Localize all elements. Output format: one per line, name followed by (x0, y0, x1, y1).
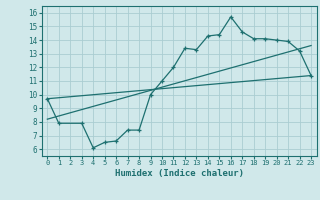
X-axis label: Humidex (Indice chaleur): Humidex (Indice chaleur) (115, 169, 244, 178)
